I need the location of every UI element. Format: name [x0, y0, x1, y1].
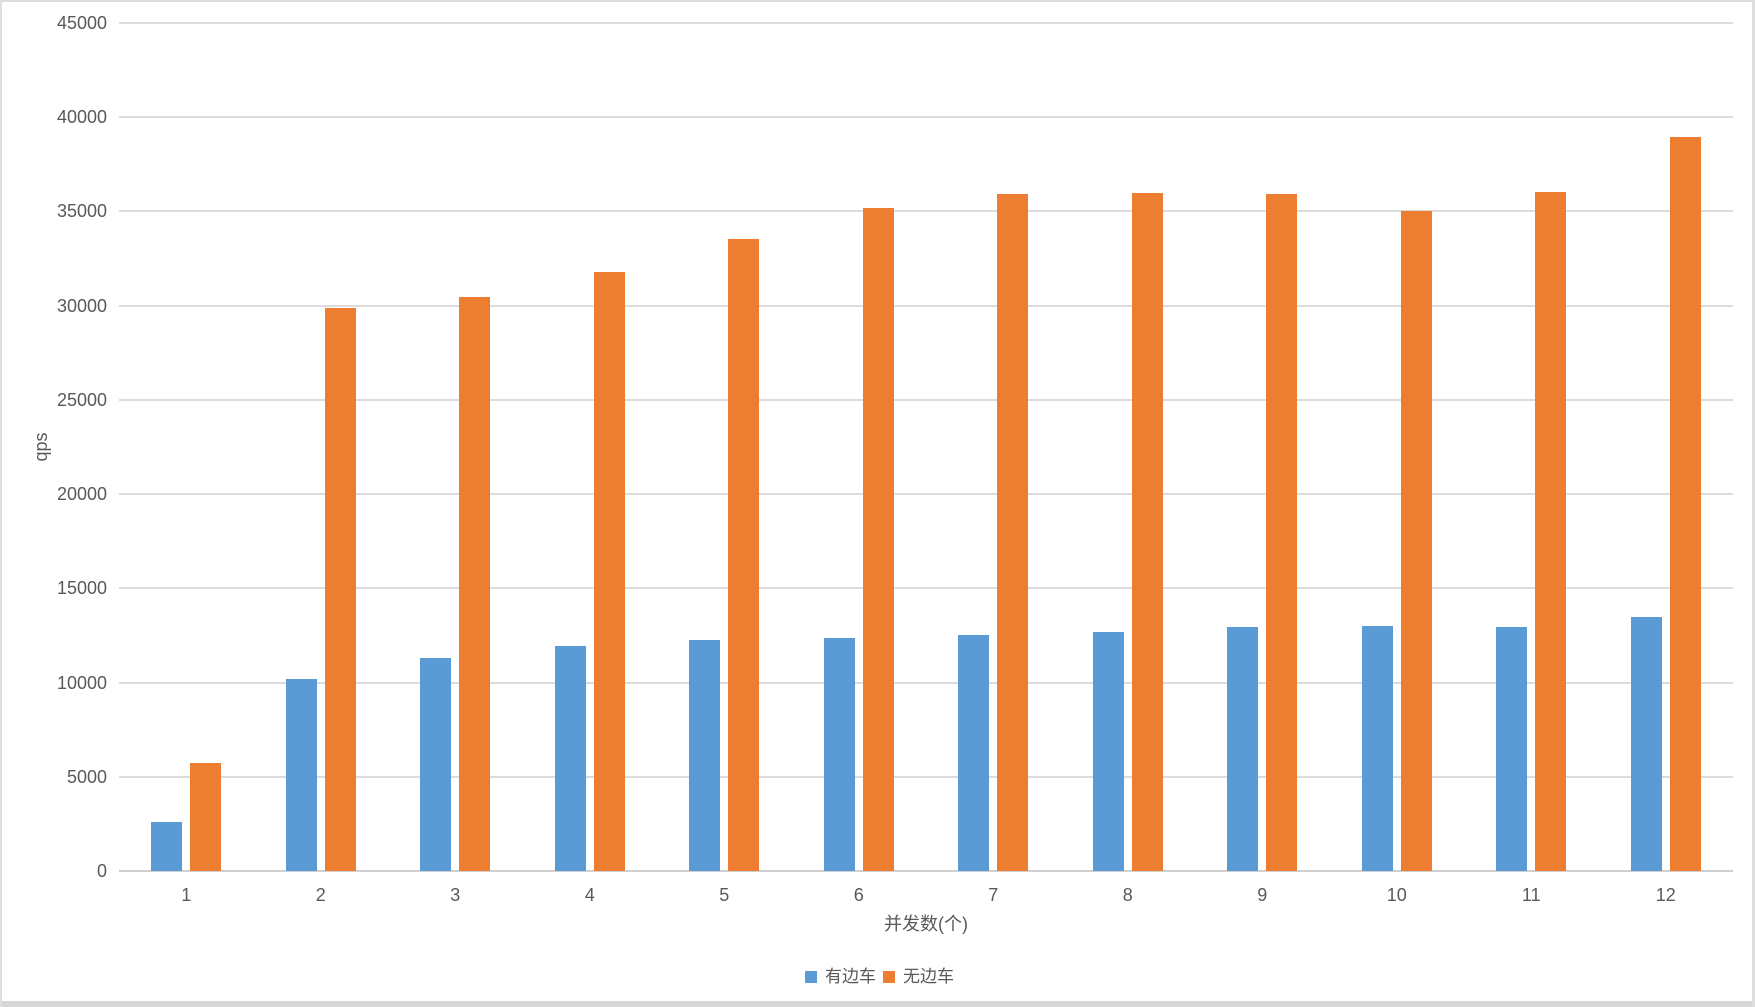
bar-有边车-2[interactable] [285, 679, 317, 871]
x-tick-label: 5 [719, 885, 730, 905]
legend-label: 有边车 [825, 967, 876, 986]
bar-有边车-4[interactable] [554, 646, 586, 871]
x-tick-label: 2 [315, 885, 326, 905]
y-tick-label: 25000 [56, 389, 107, 410]
legend-item-无边车[interactable]: 无边车 [883, 968, 954, 986]
x-tick-label: 12 [1655, 885, 1676, 905]
gridline [119, 398, 1733, 401]
y-tick-label: 35000 [56, 201, 107, 222]
x-tick-label: 10 [1386, 885, 1407, 905]
bar-有边车-9[interactable] [1227, 627, 1259, 871]
gridline [119, 493, 1733, 496]
legend-swatch-icon [883, 971, 895, 983]
x-axis-baseline [119, 870, 1733, 872]
y-tick-label: 20000 [56, 484, 107, 505]
gridline [119, 775, 1733, 778]
legend-item-有边车[interactable]: 有边车 [805, 968, 876, 986]
bar-有边车-10[interactable] [1361, 626, 1393, 871]
bottom-border [2, 1001, 1752, 1007]
x-tick-label: 8 [1122, 885, 1133, 905]
bar-无边车-3[interactable] [459, 297, 491, 871]
bar-有边车-3[interactable] [420, 658, 452, 871]
y-tick-label: 10000 [56, 672, 107, 693]
gridline [119, 304, 1733, 307]
legend-swatch-icon [805, 971, 817, 983]
bar-有边车-11[interactable] [1496, 627, 1528, 871]
y-tick-label: 45000 [56, 13, 107, 33]
x-tick-label: 1 [181, 885, 192, 905]
y-tick-label: 5000 [66, 766, 107, 787]
legend: 有边车 无边车 [2, 968, 1752, 986]
bar-有边车-6[interactable] [823, 638, 855, 871]
bar-无边车-1[interactable] [190, 763, 222, 871]
x-tick-label: 3 [450, 885, 461, 905]
bar-无边车-6[interactable] [862, 208, 894, 871]
bar-有边车-12[interactable] [1630, 617, 1662, 871]
gridline [119, 22, 1733, 24]
bar-无边车-11[interactable] [1535, 192, 1567, 871]
bar-有边车-5[interactable] [689, 640, 721, 871]
bar-无边车-8[interactable] [1131, 193, 1163, 871]
y-axis-title: qps [31, 432, 51, 462]
y-tick-label: 40000 [56, 107, 107, 128]
gridline [119, 681, 1733, 684]
x-tick-label: 11 [1521, 885, 1541, 905]
bar-无边车-5[interactable] [728, 239, 760, 871]
bar-有边车-1[interactable] [151, 822, 183, 871]
bar-有边车-8[interactable] [1092, 632, 1124, 871]
gridline [119, 116, 1733, 119]
bar-无边车-10[interactable] [1400, 211, 1432, 871]
x-axis-title: 并发数(个) [884, 914, 968, 934]
y-tick-label: 30000 [56, 295, 107, 316]
bar-无边车-7[interactable] [997, 194, 1029, 871]
bar-无边车-12[interactable] [1669, 137, 1701, 871]
y-tick-label: 15000 [56, 578, 107, 599]
x-tick-label: 4 [584, 885, 595, 905]
gridline [119, 210, 1733, 213]
bar-无边车-4[interactable] [593, 272, 625, 871]
x-tick-label: 9 [1257, 885, 1268, 905]
x-tick-label: 6 [853, 885, 864, 905]
x-tick-label: 7 [988, 885, 999, 905]
legend-label: 无边车 [903, 967, 954, 986]
y-tick-label: 0 [96, 861, 107, 881]
bar-无边车-9[interactable] [1266, 194, 1298, 871]
gridline [119, 587, 1733, 590]
bar-有边车-7[interactable] [958, 635, 990, 871]
bar-无边车-2[interactable] [324, 308, 356, 871]
